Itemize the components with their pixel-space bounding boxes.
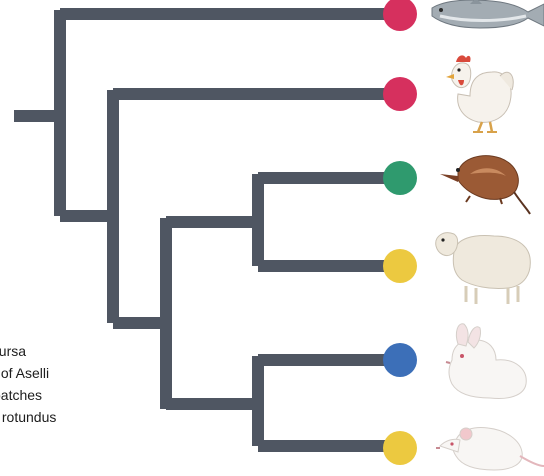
tip-dot-chicken: [383, 77, 417, 111]
branch-chicken: [107, 88, 392, 329]
legend-item: patches: [0, 387, 43, 403]
tip-dot-mouse: [383, 431, 417, 465]
rabbit-icon: [445, 323, 527, 399]
legend: bursa s of Aselli patches s rotundus: [0, 340, 56, 428]
tip-dot-rabbit: [383, 343, 417, 377]
tree-branches: [14, 8, 392, 452]
tip-dot-shrew: [383, 161, 417, 195]
shrew-icon: [440, 155, 531, 215]
branch-fish: [54, 8, 392, 222]
sheep-icon: [435, 232, 531, 304]
chicken-icon: [446, 55, 514, 133]
tip-dot-sheep: [383, 249, 417, 283]
legend-item: s rotundus: [0, 409, 57, 425]
mouse-icon: [436, 427, 544, 471]
branch-rabbit-mouse: [166, 354, 392, 452]
tip-dot-fish: [383, 0, 417, 31]
legend-item: bursa: [0, 343, 27, 359]
branch-shrew-sheep: [160, 172, 392, 409]
fish-icon: [431, 0, 544, 29]
legend-item: s of Aselli: [0, 365, 50, 381]
